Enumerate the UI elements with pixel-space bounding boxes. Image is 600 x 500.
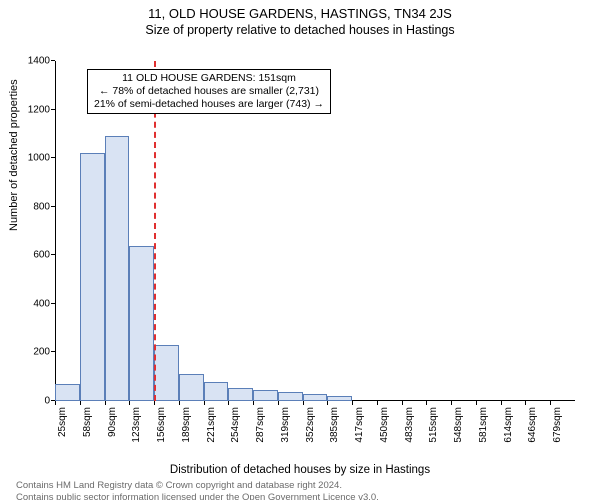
x-tick-label: 221sqm	[206, 407, 217, 457]
x-tick-mark	[402, 401, 403, 405]
y-tick-mark	[51, 303, 55, 304]
histogram-bar	[327, 396, 352, 401]
x-tick-label: 352sqm	[305, 407, 316, 457]
x-tick-mark	[228, 401, 229, 405]
y-tick-label: 1400	[10, 56, 50, 67]
x-tick-label: 287sqm	[255, 407, 266, 457]
histogram-bar	[204, 382, 229, 401]
x-tick-label: 58sqm	[82, 407, 93, 457]
x-tick-mark	[501, 401, 502, 405]
chart-title: 11, OLD HOUSE GARDENS, HASTINGS, TN34 2J…	[0, 6, 600, 21]
x-tick-label: 25sqm	[57, 407, 68, 457]
x-tick-label: 548sqm	[453, 407, 464, 457]
x-tick-label: 679sqm	[552, 407, 563, 457]
x-axis-label: Distribution of detached houses by size …	[0, 464, 600, 476]
x-tick-mark	[451, 401, 452, 405]
y-tick-mark	[51, 206, 55, 207]
x-tick-mark	[476, 401, 477, 405]
x-tick-mark	[377, 401, 378, 405]
x-tick-label: 581sqm	[478, 407, 489, 457]
footer-attribution: Contains HM Land Registry data © Crown c…	[16, 480, 379, 500]
x-tick-label: 483sqm	[404, 407, 415, 457]
x-tick-label: 450sqm	[379, 407, 390, 457]
y-tick-mark	[51, 351, 55, 352]
y-tick-mark	[51, 254, 55, 255]
annotation-line: ← 78% of detached houses are smaller (2,…	[94, 85, 324, 98]
x-tick-mark	[179, 401, 180, 405]
y-tick-label: 200	[10, 347, 50, 358]
footer-line-1: Contains HM Land Registry data © Crown c…	[16, 480, 379, 492]
y-axis-line	[55, 61, 56, 401]
x-tick-label: 156sqm	[156, 407, 167, 457]
x-tick-mark	[352, 401, 353, 405]
x-tick-label: 189sqm	[181, 407, 192, 457]
x-tick-mark	[426, 401, 427, 405]
histogram-bar	[253, 390, 278, 401]
x-tick-mark	[253, 401, 254, 405]
y-tick-mark	[51, 109, 55, 110]
histogram-bar	[303, 394, 328, 401]
x-tick-mark	[303, 401, 304, 405]
x-tick-label: 254sqm	[230, 407, 241, 457]
y-tick-label: 800	[10, 201, 50, 212]
x-tick-mark	[525, 401, 526, 405]
chart-subtitle: Size of property relative to detached ho…	[0, 23, 600, 37]
histogram-bar	[129, 246, 154, 401]
x-tick-mark	[550, 401, 551, 405]
x-tick-mark	[327, 401, 328, 405]
annotation-line: 11 OLD HOUSE GARDENS: 151sqm	[94, 72, 324, 85]
histogram-bar	[105, 136, 130, 401]
x-tick-label: 646sqm	[527, 407, 538, 457]
y-tick-label: 600	[10, 250, 50, 261]
x-tick-label: 417sqm	[354, 407, 365, 457]
annotation-line: 21% of semi-detached houses are larger (…	[94, 98, 324, 111]
y-tick-label: 0	[10, 396, 50, 407]
x-tick-mark	[154, 401, 155, 405]
y-tick-label: 400	[10, 298, 50, 309]
histogram-bar	[179, 374, 204, 401]
x-tick-mark	[278, 401, 279, 405]
x-tick-mark	[204, 401, 205, 405]
y-tick-mark	[51, 157, 55, 158]
histogram-bar	[80, 153, 105, 401]
x-tick-mark	[129, 401, 130, 405]
x-tick-label: 614sqm	[503, 407, 514, 457]
footer-line-2: Contains public sector information licen…	[16, 492, 379, 500]
x-tick-mark	[80, 401, 81, 405]
x-tick-mark	[105, 401, 106, 405]
y-tick-label: 1000	[10, 153, 50, 164]
x-tick-label: 319sqm	[280, 407, 291, 457]
y-tick-label: 1200	[10, 104, 50, 115]
chart-container: 11, OLD HOUSE GARDENS, HASTINGS, TN34 2J…	[0, 6, 600, 500]
plot-area: 020040060080010001200140025sqm58sqm90sqm…	[55, 61, 575, 401]
x-tick-label: 385sqm	[329, 407, 340, 457]
x-tick-label: 515sqm	[428, 407, 439, 457]
histogram-bar	[55, 384, 80, 401]
annotation-box: 11 OLD HOUSE GARDENS: 151sqm← 78% of det…	[87, 69, 331, 114]
x-tick-label: 90sqm	[107, 407, 118, 457]
x-tick-mark	[55, 401, 56, 405]
histogram-bar	[228, 388, 253, 401]
x-tick-label: 123sqm	[131, 407, 142, 457]
histogram-bar	[278, 392, 303, 401]
y-tick-mark	[51, 60, 55, 61]
histogram-bar	[154, 345, 179, 401]
plot: 020040060080010001200140025sqm58sqm90sqm…	[55, 61, 575, 401]
